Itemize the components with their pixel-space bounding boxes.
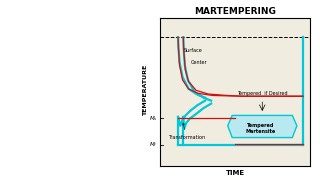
Text: Tempered  if Desired: Tempered if Desired: [237, 91, 288, 96]
Text: TEMPERATURE: TEMPERATURE: [143, 64, 148, 116]
Text: TIME: TIME: [226, 170, 245, 176]
Text: Transformation: Transformation: [168, 123, 205, 140]
Text: $M_s$: $M_s$: [149, 114, 158, 123]
Text: $M_f$: $M_f$: [149, 140, 158, 149]
Text: Surface: Surface: [184, 48, 203, 53]
Title: MARTEMPERING: MARTEMPERING: [194, 7, 276, 16]
Text: Center: Center: [191, 60, 207, 65]
Text: Tempered
Martensite: Tempered Martensite: [246, 123, 276, 134]
Polygon shape: [228, 115, 297, 138]
